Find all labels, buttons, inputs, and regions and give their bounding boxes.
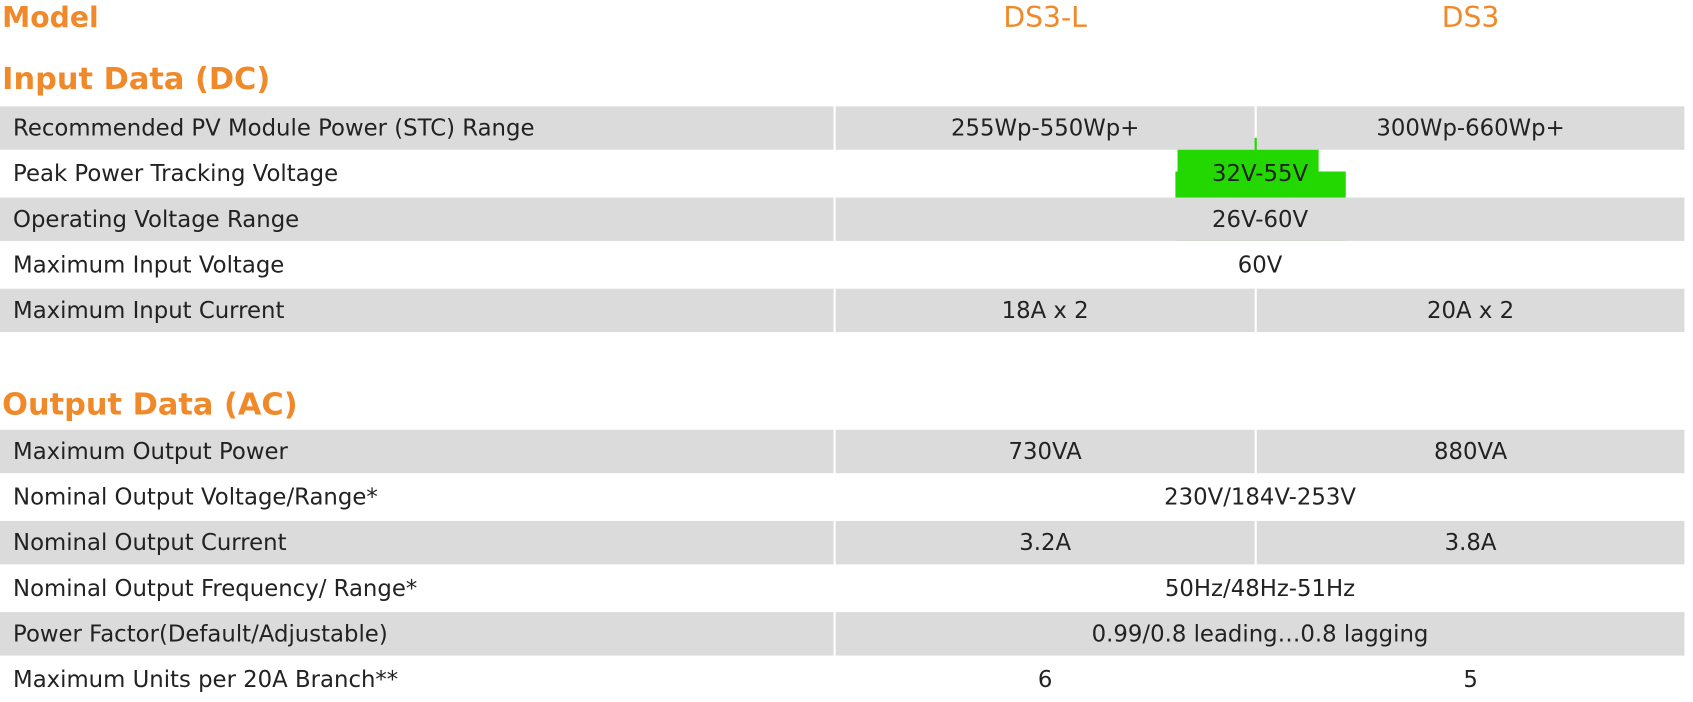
- cell-value: 300Wp-660Wp+: [1256, 106, 1685, 150]
- cell-value: 5: [1463, 666, 1478, 693]
- cell-value: 0.99/0.8 leading…0.8 lagging: [835, 612, 1685, 656]
- cell-value: 730VA: [835, 429, 1255, 474]
- row-label: Power Factor(Default/Adjustable): [0, 612, 834, 656]
- cell-value: 32V-55V: [1211, 160, 1309, 187]
- row-label: Peak Power Tracking Voltage: [13, 160, 339, 187]
- cell-value: 255Wp-550Wp+: [835, 106, 1255, 150]
- row-label: Recommended PV Module Power (STC) Range: [0, 106, 834, 150]
- row-label: Nominal Output Current: [0, 520, 834, 565]
- cell-value: 880VA: [1256, 429, 1685, 474]
- row-label: Maximum Units per 20A Branch**: [13, 666, 399, 693]
- row-label: Nominal Output Voltage/Range*: [13, 484, 378, 511]
- cell-value: 26V-60V: [835, 197, 1685, 241]
- cell-value: 3.8A: [1256, 520, 1685, 565]
- cell-value: 20A x 2: [1256, 288, 1685, 333]
- row-label: Nominal Output Frequency/ Range*: [13, 575, 418, 602]
- cell-value: 60V: [1237, 251, 1283, 278]
- column-header: DS3-L: [1003, 2, 1087, 35]
- row-label: Operating Voltage Range: [0, 197, 834, 241]
- row-label: Maximum Output Power: [0, 429, 834, 474]
- row-label: Maximum Input Current: [0, 288, 834, 333]
- cell-value: 50Hz/48Hz-51Hz: [1164, 575, 1356, 602]
- row-label: Maximum Input Voltage: [13, 251, 285, 278]
- section-title: Output Data (AC): [2, 386, 298, 423]
- cell-value: 6: [1037, 666, 1053, 693]
- model-label: Model: [2, 2, 99, 35]
- section-title: Input Data (DC): [2, 60, 271, 97]
- cell-value: 18A x 2: [835, 288, 1255, 333]
- column-header: DS3: [1441, 2, 1500, 35]
- cell-value: 3.2A: [835, 520, 1255, 565]
- cell-value: 230V/184V-253V: [1164, 484, 1356, 511]
